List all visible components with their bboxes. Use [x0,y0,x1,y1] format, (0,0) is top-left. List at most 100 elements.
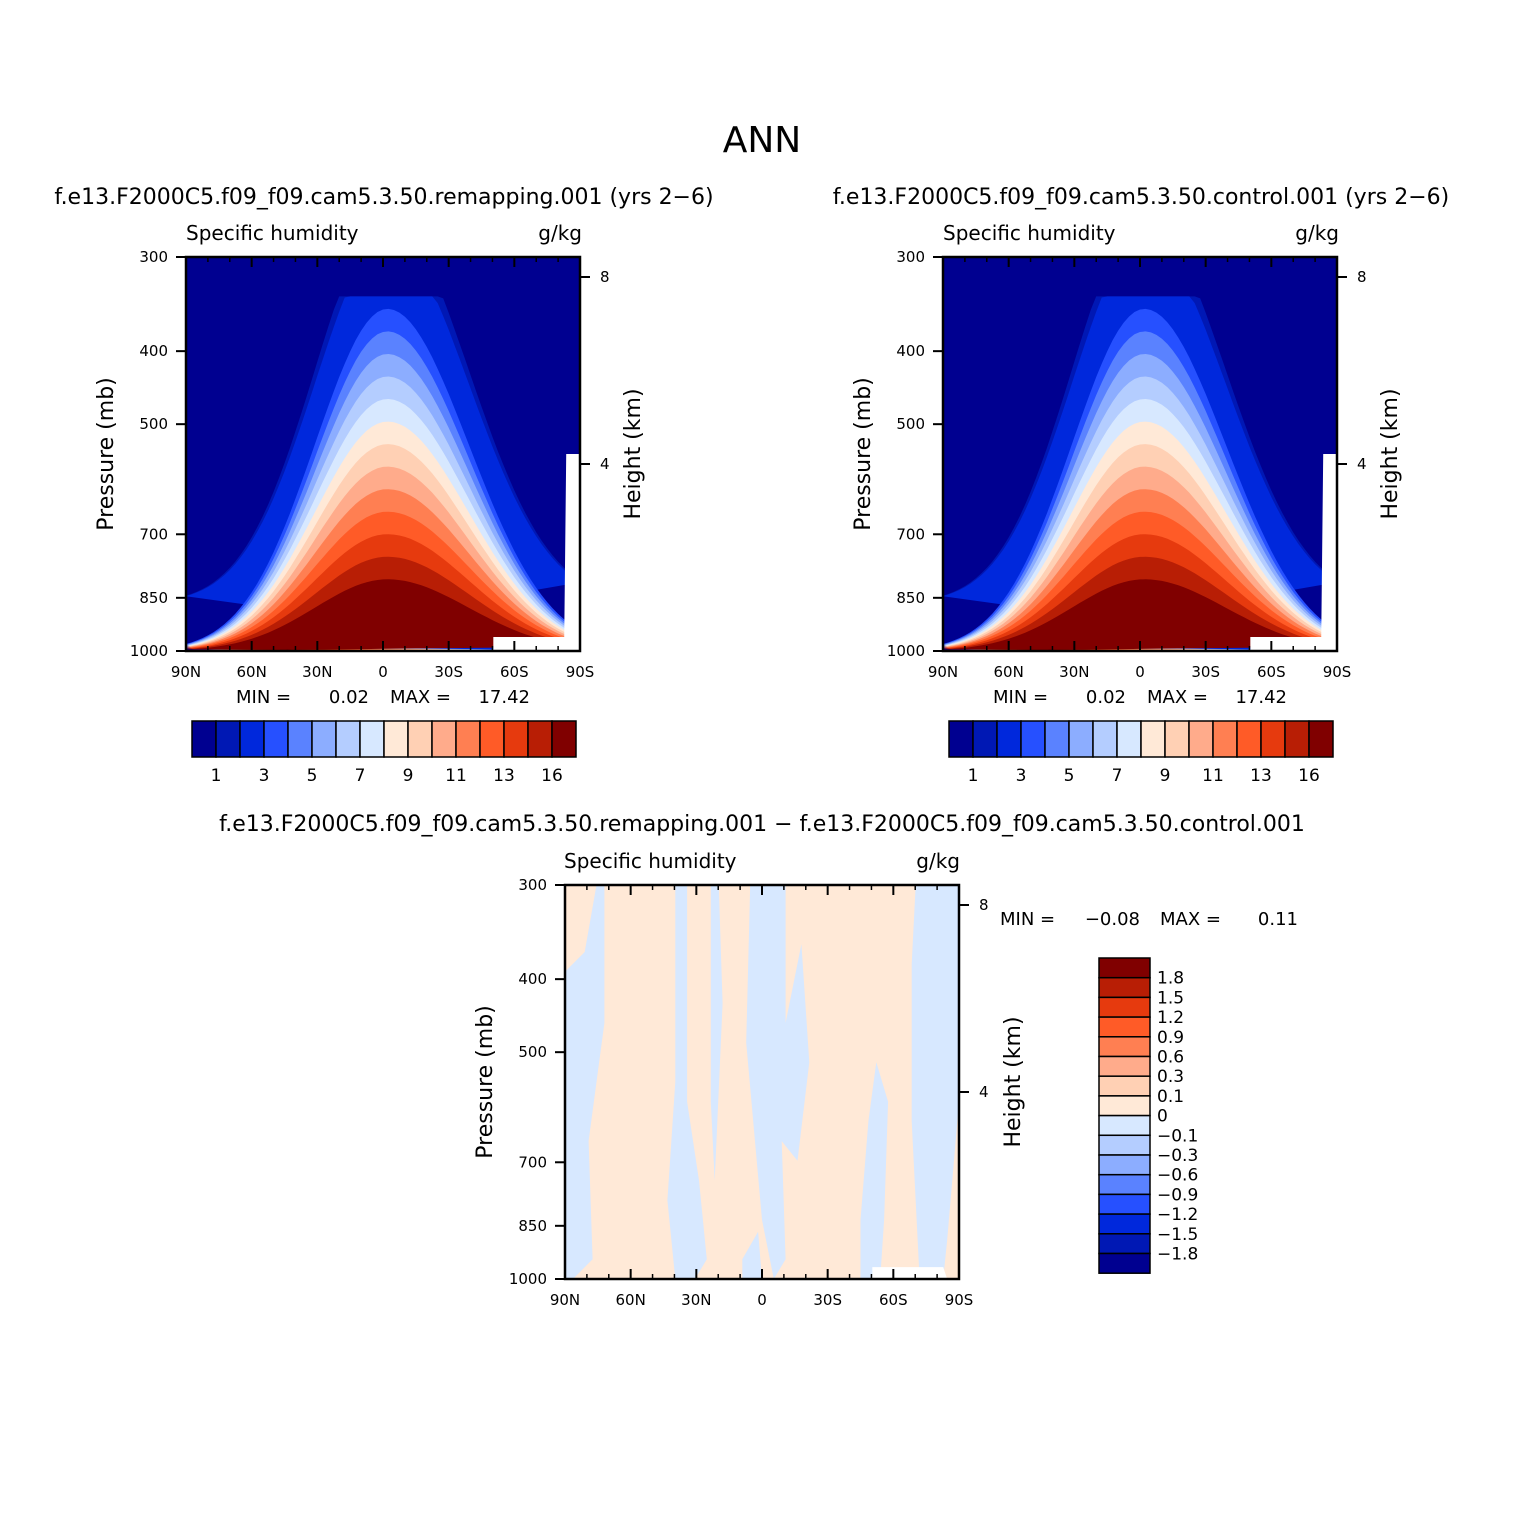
x-tick-label: 90S [1323,663,1352,681]
min-label: MIN = [1000,909,1055,930]
colorbar-swatch [1020,720,1046,758]
panel-remapping: f.e13.F2000C5.f09_f09.cam5.3.50.remappin… [54,185,713,786]
min-label: MIN = [993,687,1048,708]
contour-band [565,885,605,1279]
colorbar-label: 11 [1202,766,1224,786]
x-tick-label: 30N [1059,663,1089,681]
colorbar-swatch [1098,1233,1151,1255]
contour-band [911,885,959,1279]
y-tick-label: 500 [518,1043,547,1061]
colorbar-swatch [1188,720,1214,758]
x-tick-label: 90N [550,1291,580,1309]
colorbar-swatch [503,720,529,758]
contour-field [943,257,1337,651]
missing-data-mask [493,454,580,651]
colorbar-swatch [1260,720,1286,758]
max-label: MAX = [1147,687,1208,708]
colorbar-label: 9 [403,766,414,786]
x-tick-label: 60S [500,663,529,681]
units-label: g/kg [538,221,582,245]
colorbar-label: 3 [1016,766,1027,786]
colorbar-swatch [1308,720,1334,758]
y-tick-label: 700 [896,525,925,543]
colorbar: 1 3 5 7 9 11 13 16 [191,720,577,786]
y-tick-label: 400 [139,342,168,360]
x-tick-label: 90S [566,663,595,681]
colorbar-swatch [1068,720,1094,758]
colorbar-swatch [1284,720,1310,758]
colorbar-swatch [1116,720,1142,758]
panel-control: f.e13.F2000C5.f09_f09.cam5.3.50.control.… [833,185,1449,786]
x-tick-label: 60S [879,1291,908,1309]
min-value: −0.08 [1085,909,1140,930]
colorbar-swatch [996,720,1022,758]
y-right-tick-label: 8 [1357,268,1367,286]
figure-title: ANN [723,120,802,161]
colorbar-swatch [383,720,409,758]
x-tick-label: 0 [378,663,388,681]
colorbar-label: 5 [1064,766,1075,786]
colorbar-label: −0.6 [1157,1166,1198,1186]
panel-difference: f.e13.F2000C5.f09_f09.cam5.3.50.remappin… [219,812,1305,1309]
colorbar-swatch [239,720,265,758]
colorbar-label: 3 [259,766,270,786]
colorbar-swatch [1098,1036,1151,1058]
colorbar-label: 0.9 [1157,1028,1184,1048]
x-tick-label: 90N [171,663,201,681]
colorbar-label: −0.3 [1157,1146,1198,1166]
y-axis-label: Pressure (mb) [851,377,876,531]
y-tick-label: 1000 [509,1270,547,1288]
x-tick-label: 30N [681,1291,711,1309]
x-tick-label: 30N [302,663,332,681]
y-axis-right-label: Height (km) [1378,388,1403,519]
colorbar-swatch [1098,1075,1151,1097]
colorbar-label: 0.3 [1157,1067,1184,1087]
colorbar-swatch [1098,1134,1151,1156]
y-right-tick-label: 8 [979,896,989,914]
colorbar-label: 5 [307,766,318,786]
y-axis-label: Pressure (mb) [473,1005,498,1159]
colorbar-swatch [1098,957,1151,979]
colorbar-swatch [359,720,385,758]
max-value: 17.42 [478,687,530,708]
y-tick-label: 700 [139,525,168,543]
colorbar-swatch [263,720,289,758]
colorbar-swatch [1098,1193,1151,1215]
y-right-tick-label: 4 [979,1083,989,1101]
colorbar-label: 9 [1160,766,1171,786]
contour-band [186,579,580,651]
max-label: MAX = [390,687,451,708]
x-tick-label: 60N [237,663,267,681]
x-tick-label: 90N [928,663,958,681]
y-tick-label: 300 [896,248,925,266]
colorbar-swatch [1098,996,1151,1018]
colorbar-swatch [191,720,217,758]
x-tick-label: 60N [616,1291,646,1309]
missing-data-mask [872,1267,948,1279]
y-tick-label: 500 [896,415,925,433]
colorbar-swatch [1098,1252,1151,1274]
colorbar-swatch [1098,1095,1151,1117]
colorbar-label: −1.5 [1157,1225,1198,1245]
colorbar: 1 3 5 7 9 11 13 16 [948,720,1334,786]
contour-band [742,1231,762,1279]
colorbar-swatch [972,720,998,758]
colorbar-label: 16 [541,766,563,786]
colorbar-swatch [455,720,481,758]
max-value: 0.11 [1258,909,1298,930]
units-label: g/kg [916,849,960,873]
y-tick-label: 500 [139,415,168,433]
colorbar-swatch [287,720,313,758]
y-tick-label: 850 [896,589,925,607]
colorbar-label: 13 [1250,766,1272,786]
units-label: g/kg [1295,221,1339,245]
contour-band [667,885,707,1279]
colorbar-swatch [335,720,361,758]
colorbar-swatch [1098,1114,1151,1137]
y-tick-label: 1000 [887,642,925,660]
colorbar-swatch [1164,720,1190,758]
y-right-tick-label: 8 [600,268,610,286]
colorbar-label: 16 [1298,766,1320,786]
colorbar-label: −1.8 [1157,1245,1198,1265]
